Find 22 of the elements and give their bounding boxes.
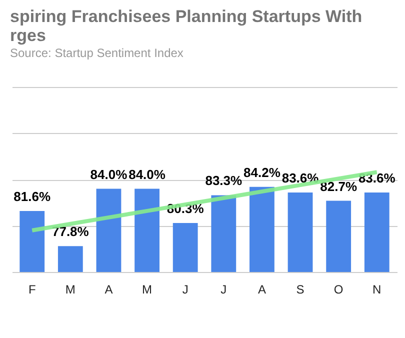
data-label: 83.3% xyxy=(205,173,243,188)
data-label: 84.2% xyxy=(244,164,281,180)
data-label: 77.8% xyxy=(52,224,90,240)
x-tick-label: J xyxy=(220,282,227,296)
data-label: 83.6% xyxy=(358,170,396,186)
data-label: 81.6% xyxy=(14,188,51,204)
x-tick-label: S xyxy=(296,282,304,296)
chart-title: spiring Franchisees Planning Startups With rges xyxy=(10,7,362,45)
x-tick-label: M xyxy=(142,282,152,296)
x-tick-label: J xyxy=(182,282,188,296)
data-label: 83.6% xyxy=(282,170,320,186)
x-tick-label: A xyxy=(104,282,113,296)
data-label: 84.0% xyxy=(128,166,166,182)
data-label: 84.0% xyxy=(90,166,128,182)
data-label: 82.7% xyxy=(320,178,358,194)
x-tick-label: M xyxy=(65,282,76,296)
source-note: Source: Startup Sentiment Index xyxy=(10,46,184,60)
x-tick-label: N xyxy=(372,282,382,296)
x-tick-label: A xyxy=(258,282,266,296)
x-tick-label: F xyxy=(28,282,36,296)
data-label: 80.3% xyxy=(166,200,204,216)
x-tick-label: O xyxy=(334,282,344,296)
